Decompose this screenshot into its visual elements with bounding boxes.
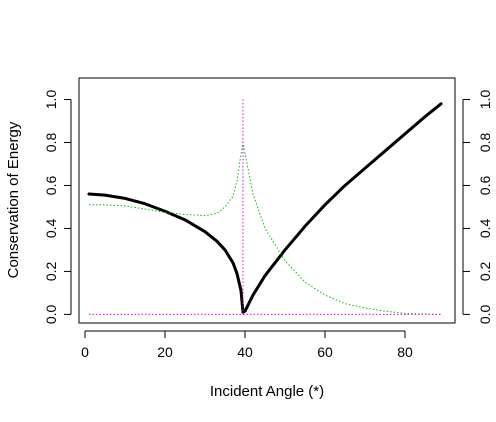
right-tick-label: 0.6 — [477, 176, 493, 196]
right-tick-label: 1.0 — [477, 90, 493, 110]
x-axis-label: Incident Angle (*) — [210, 383, 324, 400]
y-tick-label: 1.0 — [43, 90, 59, 110]
plot-frame — [78, 77, 456, 324]
x-tick-label: 60 — [317, 344, 333, 360]
x-tick-label: 80 — [397, 344, 413, 360]
right-tick-label: 0.2 — [477, 261, 493, 281]
x-tick-label: 40 — [237, 344, 253, 360]
series-line-1 — [87, 102, 443, 314]
right-tick-label: 0.4 — [477, 218, 493, 238]
axes-layer: 0 20 40 60 80 0.0 0.2 0.4 0.6 0.8 1.0 0.0 0.2 0.4 0.6 0… — [43, 90, 493, 360]
y-tick-label: 0.8 — [43, 133, 59, 153]
y-axis-label: Conservation of Energy — [5, 121, 22, 278]
y-tick-label: 0.0 — [43, 304, 59, 324]
right-tick-label: 0.8 — [477, 133, 493, 153]
y-tick-label: 0.6 — [43, 176, 59, 196]
series-line-2 — [89, 141, 441, 315]
x-tick-label: 20 — [157, 344, 173, 360]
series-layer — [87, 99, 443, 315]
right-tick-label: 0.0 — [477, 304, 493, 324]
y-tick-label: 0.2 — [43, 261, 59, 281]
y-tick-label: 0.4 — [43, 218, 59, 238]
x-tick-label: 0 — [81, 344, 89, 360]
